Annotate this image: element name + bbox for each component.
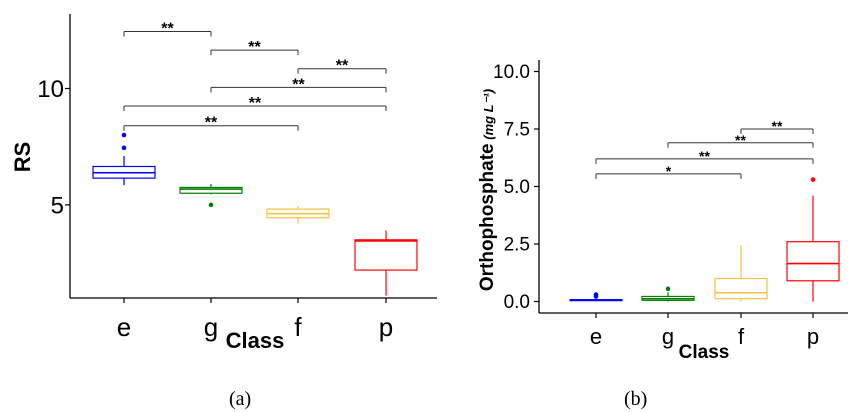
outlier-point	[208, 202, 214, 208]
y-tick-label: 5	[51, 192, 64, 219]
outlier-point	[121, 145, 127, 151]
y-axis-unit: (mg L⁻¹)	[481, 89, 496, 144]
significance-label: **	[205, 115, 218, 132]
y-axis-title-text: RS	[10, 142, 35, 173]
box-p	[786, 177, 840, 302]
x-axis-title: Class	[679, 342, 730, 363]
significance-bracket: **	[667, 132, 814, 148]
box-g	[641, 286, 695, 302]
y-tick-label: 10.0	[493, 62, 530, 83]
box-g	[179, 183, 243, 208]
x-tick-label: p	[807, 324, 819, 349]
x-axis-title: Class	[226, 328, 285, 353]
x-tick-label: g	[204, 312, 218, 342]
y-tick-label: 7.5	[504, 120, 530, 141]
y-axis-title-text: Orthophosphate	[477, 143, 498, 291]
y-tick-label: 2.5	[504, 235, 530, 256]
significance-bracket: **	[297, 58, 387, 75]
panel-a-chart: 5 10 e g f p Class RS ** ** ** ** ** **	[10, 14, 437, 353]
significance-label: **	[336, 58, 349, 75]
panel-a-label: (a)	[229, 388, 252, 410]
outlier-point	[665, 286, 671, 292]
significance-bracket: **	[123, 115, 299, 132]
box-e	[569, 292, 623, 302]
x-tick-label: p	[379, 312, 393, 342]
significance-bracket: **	[740, 118, 814, 134]
box-f	[266, 206, 330, 224]
outlier-point	[121, 132, 127, 138]
y-axis-title: RS	[10, 142, 35, 173]
significance-label: *	[666, 163, 672, 179]
panel-b-chart: 0.0 2.5 5.0 7.5 10.0 e g f p Class Orthophosphate …	[477, 60, 848, 363]
x-tick-label: f	[294, 312, 302, 342]
significance-bracket: **	[210, 76, 387, 93]
box-f	[714, 245, 768, 302]
significance-bracket: **	[123, 95, 387, 112]
significance-bracket: **	[123, 20, 212, 37]
box-e	[92, 132, 156, 186]
x-tick-label: g	[662, 324, 674, 349]
y-axis-title: Orthophosphate (mg L⁻¹)	[477, 89, 498, 291]
y-tick-label: 5.0	[504, 177, 530, 198]
significance-bracket: **	[210, 39, 299, 56]
significance-label: **	[249, 95, 262, 112]
significance-label: **	[735, 132, 746, 148]
outlier-point	[593, 292, 599, 297]
box-iqr	[714, 277, 768, 300]
box-iqr	[179, 186, 243, 194]
significance-label: **	[772, 118, 783, 134]
significance-label: **	[292, 76, 305, 93]
x-tick-label: f	[738, 324, 745, 349]
x-tick-label: e	[590, 324, 602, 349]
y-tick-label: 0.0	[504, 292, 530, 313]
significance-label: **	[248, 39, 261, 56]
significance-label: **	[699, 148, 710, 164]
significance-bracket: **	[595, 148, 814, 164]
y-tick-label: 10	[37, 76, 64, 103]
outlier-point	[810, 177, 816, 182]
panel-b-label: (b)	[624, 388, 648, 410]
significance-label: **	[161, 20, 174, 37]
significance-bracket: *	[595, 163, 742, 179]
box-iqr	[786, 241, 840, 282]
box-p	[354, 230, 418, 296]
box-iqr	[354, 239, 418, 271]
x-tick-label: e	[117, 312, 131, 342]
